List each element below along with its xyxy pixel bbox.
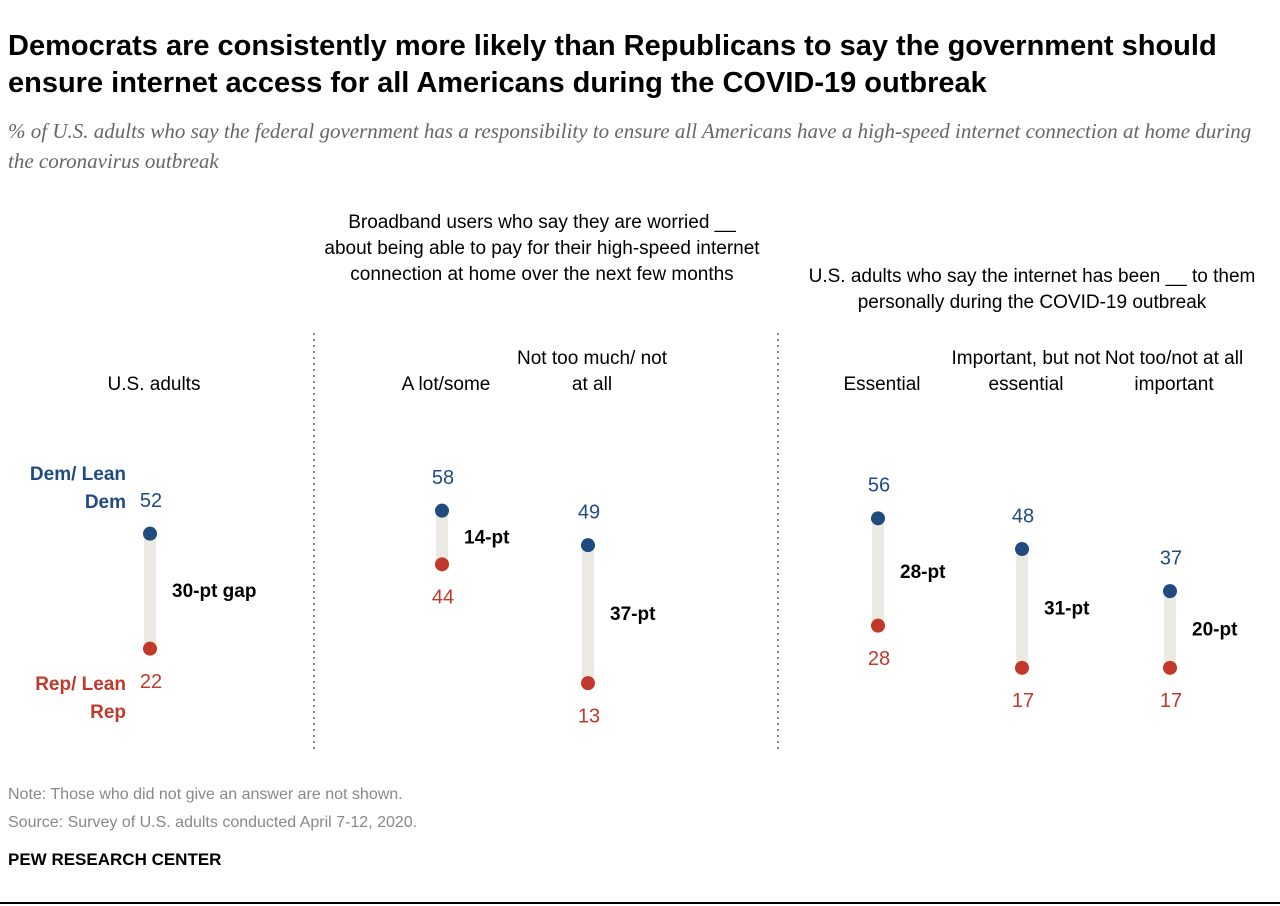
category-label: Not too/not at all important <box>1104 348 1244 395</box>
dot <box>1163 584 1177 599</box>
gap-label: 30-pt gap <box>172 581 256 602</box>
panel-title: Broadband users who say they are worried… <box>324 212 760 285</box>
chart-title: Democrats are consistently more likely t… <box>8 30 1217 99</box>
dot <box>581 538 595 553</box>
dot <box>435 503 449 518</box>
dot <box>871 618 885 633</box>
dot <box>1163 660 1177 675</box>
value-label: 58 <box>432 467 454 489</box>
legend-label: Dem/ Lean Dem <box>29 464 126 513</box>
value-label: 17 <box>1160 690 1182 712</box>
legend-label: Rep/ Lean Rep <box>35 674 126 723</box>
category-label: A lot/some <box>401 374 491 395</box>
value-label: 48 <box>1012 505 1034 527</box>
value-label: 13 <box>578 705 600 727</box>
source: Source: Survey of U.S. adults conducted … <box>8 814 418 831</box>
chart-subtitle: % of U.S. adults who say the federal gov… <box>8 119 1252 173</box>
value-label: 22 <box>140 671 162 693</box>
note: Note: Those who did not give an answer a… <box>8 786 403 803</box>
value-label: 56 <box>868 475 890 497</box>
gap-label: 37-pt <box>610 604 656 625</box>
dot <box>871 511 885 526</box>
category-label: Essential <box>843 374 921 395</box>
category-label: Important, but not essential <box>951 348 1101 395</box>
dot <box>1015 542 1029 557</box>
dot <box>581 676 595 691</box>
dot <box>143 526 157 541</box>
value-label: 44 <box>432 587 454 609</box>
gap-label: 28-pt <box>900 562 946 583</box>
value-label: 37 <box>1160 547 1182 569</box>
footer: PEW RESEARCH CENTER <box>8 850 222 869</box>
dot <box>143 641 157 656</box>
category-label: Not too much/ not at all <box>517 348 667 395</box>
dot <box>1015 660 1029 675</box>
dot <box>435 557 449 572</box>
gap-label: 14-pt <box>464 528 510 549</box>
value-label: 17 <box>1012 690 1034 712</box>
category-label: U.S. adults <box>107 374 201 395</box>
value-label: 49 <box>578 501 600 523</box>
gap-label: 31-pt <box>1044 598 1090 619</box>
value-label: 52 <box>140 490 162 512</box>
value-label: 28 <box>868 648 890 670</box>
gap-label: 20-pt <box>1192 620 1238 641</box>
panel-title: U.S. adults who say the internet has bee… <box>808 266 1256 313</box>
